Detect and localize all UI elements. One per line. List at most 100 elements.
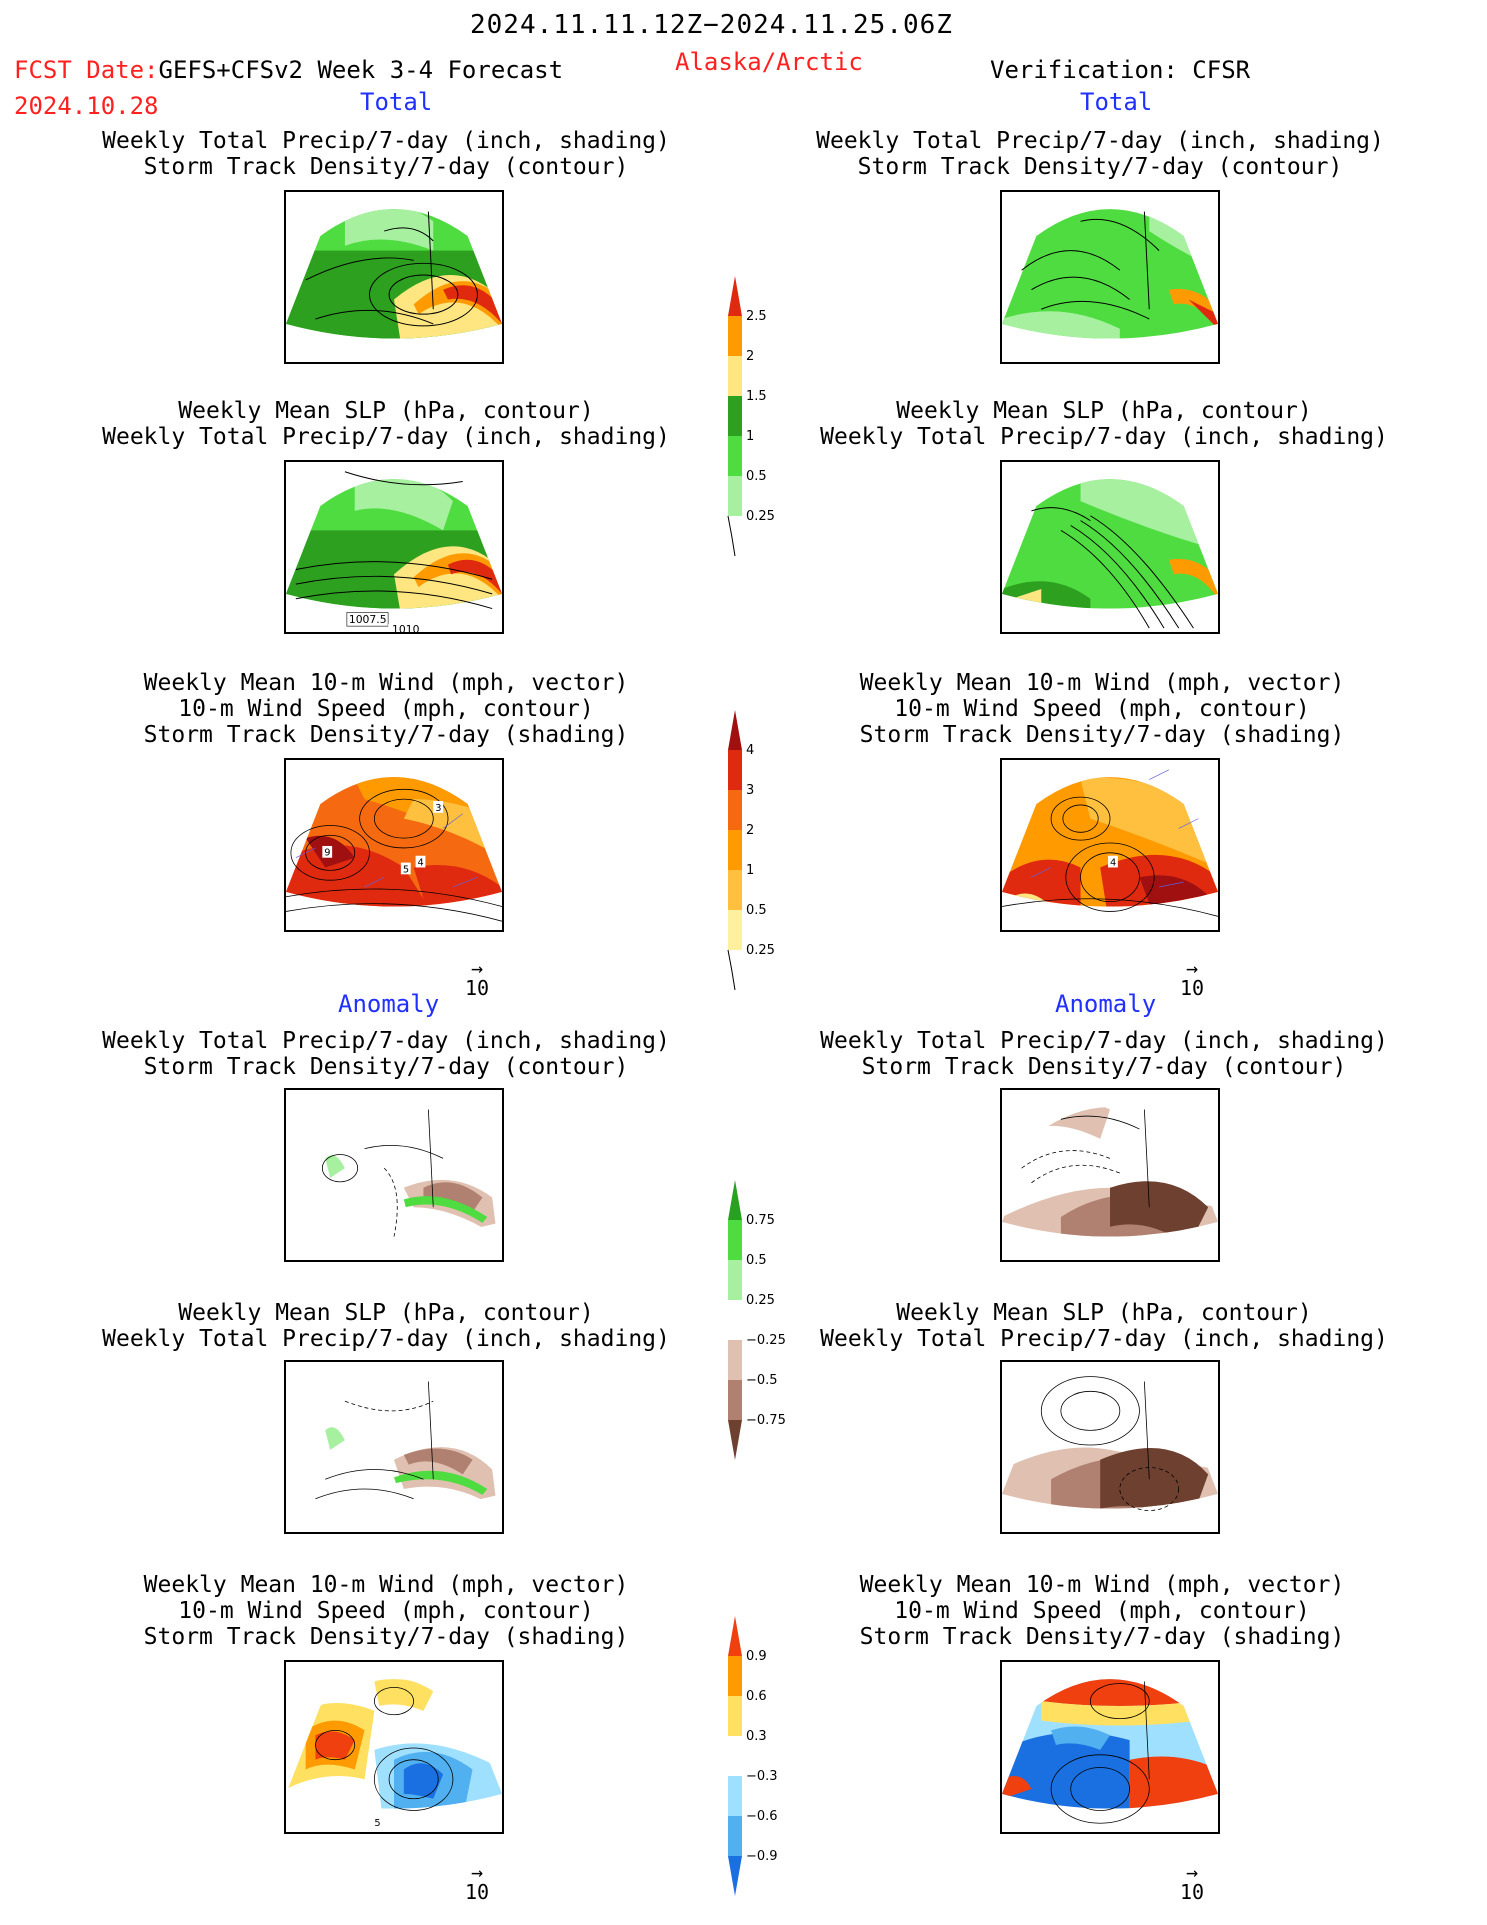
vector-scale-total-left: → 10 (465, 958, 489, 998)
wind-label-4: 4 (418, 858, 424, 869)
panel-title-line: Weekly Total Precip/7-day (inch, shading… (102, 128, 670, 154)
colorbar-swatch (728, 436, 742, 476)
colorbar-swatch (728, 1380, 742, 1420)
panel-title-line: Storm Track Density/7-day (contour) (861, 1054, 1347, 1080)
colorbar-tick-label: 1 (746, 863, 754, 878)
section-total-left: Total (360, 88, 433, 116)
colorbar-tick-label: 0.25 (746, 509, 775, 524)
colorbar-tick-label: 0.3 (746, 1729, 767, 1744)
colorbar-tick-label: 0.5 (746, 1253, 767, 1268)
wind-label-3: 3 (435, 803, 441, 814)
colorbar-tick-label: −0.6 (746, 1809, 778, 1824)
panel-title-line: Weekly Mean 10-m Wind (mph, vector) (859, 670, 1345, 696)
panel-title-total-precip-left: Weekly Total Precip/7-day (inch, shading… (36, 128, 736, 180)
colorbar-swatch (728, 1856, 742, 1896)
panel-title-line: 10-m Wind Speed (mph, contour) (894, 696, 1310, 722)
colorbar-swatch (728, 476, 742, 516)
colorbar-swatch (728, 870, 742, 910)
map-panel-total-wind-verification: 4 (1000, 758, 1220, 932)
colorbar-swatch (728, 1656, 742, 1696)
panel-title-line: 10-m Wind Speed (mph, contour) (178, 696, 594, 722)
map-panel-anom-slp-forecast (284, 1360, 504, 1534)
colorbar-swatch (728, 1736, 742, 1776)
vector-arrow-icon: → (1186, 956, 1199, 980)
panel-title-line: Storm Track Density/7-day (shading) (143, 1624, 629, 1650)
colorbar-tick-label: 0.75 (746, 1213, 775, 1228)
panel-title-line: Weekly Mean SLP (hPa, contour) (896, 398, 1312, 424)
fcst-date-prefix: FCST Date: (14, 56, 159, 84)
colorbar-tick-label: 1.5 (746, 389, 767, 404)
colorbar-swatch (728, 1300, 742, 1340)
colorbar-tick-label: 2.5 (746, 309, 767, 324)
panel-title-anom-slp-left: Weekly Mean SLP (hPa, contour) Weekly To… (36, 1300, 736, 1352)
panel-title-line: Storm Track Density/7-day (contour) (143, 1054, 629, 1080)
map-panel-total-precip-forecast (284, 190, 504, 364)
colorbar-precip-total: 2.5 2 1.5 1 0.5 0.25 (720, 268, 800, 558)
map-panel-anom-wind-verification (1000, 1660, 1220, 1834)
fcst-model: GEFS+CFSv2 Week 3-4 Forecast (158, 56, 564, 84)
colorbar-swatch (728, 1776, 742, 1816)
wind-label-5: 5 (403, 864, 409, 875)
panel-title-anom-wind-right: Weekly Mean 10-m Wind (mph, vector) 10-m… (752, 1572, 1452, 1650)
map-panel-anom-precip-forecast (284, 1088, 504, 1262)
colorbar-swatch (728, 1420, 742, 1460)
wind-label-9: 9 (324, 848, 330, 859)
panel-title-line: Weekly Total Precip/7-day (inch, shading… (820, 1028, 1388, 1054)
panel-title-line: Storm Track Density/7-day (shading) (859, 722, 1345, 748)
colorbar-tick-label: 0.5 (746, 469, 767, 484)
colorbar-swatch (728, 1816, 742, 1856)
panel-title-anom-precip-right: Weekly Total Precip/7-day (inch, shading… (754, 1028, 1454, 1080)
map-panel-anom-slp-verification (1000, 1360, 1220, 1534)
vector-scale-total-right: → 10 (1180, 958, 1204, 998)
vector-arrow-icon: → (1186, 1860, 1199, 1884)
panel-title-anom-slp-right: Weekly Mean SLP (hPa, contour) Weekly To… (754, 1300, 1454, 1352)
panel-title-line: Weekly Mean SLP (hPa, contour) (896, 1300, 1312, 1326)
map-panel-total-slp-verification (1000, 460, 1220, 634)
colorbar-tail (727, 949, 736, 991)
panel-title-line: Weekly Mean SLP (hPa, contour) (178, 1300, 594, 1326)
colorbar-swatch (728, 276, 742, 316)
colorbar-tick-label: −0.9 (746, 1849, 778, 1864)
map-panel-total-precip-verification (1000, 190, 1220, 364)
panel-title-line: Storm Track Density/7-day (contour) (857, 154, 1343, 180)
vector-arrow-icon: → (471, 956, 484, 980)
panel-title-line: Weekly Total Precip/7-day (inch, shading… (816, 128, 1384, 154)
colorbar-swatch (728, 1180, 742, 1220)
panel-title-total-wind-right: Weekly Mean 10-m Wind (mph, vector) 10-m… (752, 670, 1452, 748)
panel-title-anom-precip-left: Weekly Total Precip/7-day (inch, shading… (36, 1028, 736, 1080)
colorbar-tick-label: 0.9 (746, 1649, 767, 1664)
map-panel-anom-precip-verification (1000, 1088, 1220, 1262)
vector-scale-value: 10 (465, 976, 490, 1000)
vector-arrow-icon: → (471, 1860, 484, 1884)
panel-title-line: Weekly Total Precip/7-day (inch, shading… (102, 1326, 670, 1352)
panel-title-line: Weekly Mean 10-m Wind (mph, vector) (143, 1572, 629, 1598)
colorbar-swatch (728, 396, 742, 436)
slp-label-b: 1010 (392, 623, 420, 632)
colorbar-swatch (728, 1260, 742, 1300)
panel-title-total-slp-right: Weekly Mean SLP (hPa, contour) Weekly To… (754, 398, 1454, 450)
colorbar-swatch (728, 1616, 742, 1656)
colorbar-tick-label: −0.75 (746, 1413, 786, 1428)
panel-title-line: Weekly Mean SLP (hPa, contour) (178, 398, 594, 424)
colorbar-tick-label: 0.5 (746, 903, 767, 918)
vector-scale-anom-left: → 10 (465, 1862, 489, 1902)
vector-scale-value: 10 (465, 1880, 490, 1904)
map-panel-total-slp-forecast: 1007.5 1010 (284, 460, 504, 634)
map-panel-total-wind-forecast: 9 3 5 4 (284, 758, 504, 932)
panel-title-line: Weekly Mean 10-m Wind (mph, vector) (143, 670, 629, 696)
panel-title-line: Weekly Mean 10-m Wind (mph, vector) (859, 1572, 1345, 1598)
wind-anom-label-5: 5 (374, 1818, 380, 1829)
section-total-right: Total (1080, 88, 1153, 116)
colorbar-swatch (728, 910, 742, 950)
panel-title-line: Weekly Total Precip/7-day (inch, shading… (820, 1326, 1388, 1352)
panel-title-anom-wind-left: Weekly Mean 10-m Wind (mph, vector) 10-m… (36, 1572, 736, 1650)
colorbar-swatch (728, 356, 742, 396)
colorbar-tick-label: −0.5 (746, 1373, 778, 1388)
colorbar-swatch (728, 790, 742, 830)
fcst-date-value: 2024.10.28 (14, 92, 159, 120)
colorbar-swatch (728, 1340, 742, 1380)
panel-title-total-precip-right: Weekly Total Precip/7-day (inch, shading… (750, 128, 1450, 180)
colorbar-swatch (728, 316, 742, 356)
panel-title-line: Weekly Total Precip/7-day (inch, shading… (102, 1028, 670, 1054)
slp-label-a: 1007.5 (349, 613, 387, 626)
